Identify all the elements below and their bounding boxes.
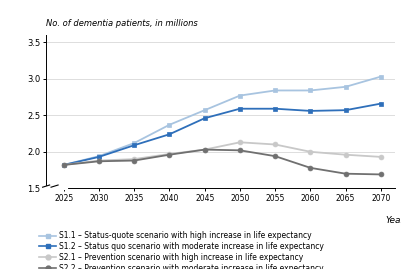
X-axis label: Year: Year [385, 216, 401, 225]
Text: No. of dementia patients, in millions: No. of dementia patients, in millions [46, 19, 198, 28]
Legend: S1.1 – Status-quote scenario with high increase in life expectancy, S1.2 – Statu: S1.1 – Status-quote scenario with high i… [39, 231, 324, 269]
